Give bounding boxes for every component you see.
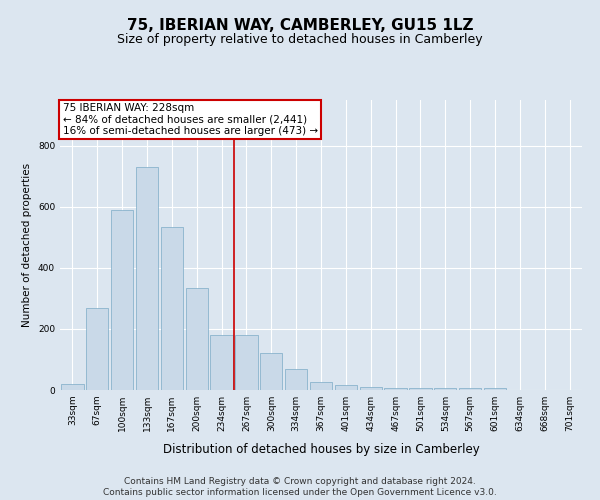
Bar: [459, 388, 481, 390]
Bar: [136, 167, 158, 390]
Text: Distribution of detached houses by size in Camberley: Distribution of detached houses by size …: [163, 442, 479, 456]
Bar: [434, 388, 457, 390]
Text: 75, IBERIAN WAY, CAMBERLEY, GU15 1LZ: 75, IBERIAN WAY, CAMBERLEY, GU15 1LZ: [127, 18, 473, 32]
Bar: [161, 226, 183, 390]
Bar: [211, 335, 233, 390]
Bar: [409, 388, 431, 390]
Text: Size of property relative to detached houses in Camberley: Size of property relative to detached ho…: [117, 32, 483, 46]
Bar: [61, 384, 83, 390]
Bar: [385, 388, 407, 390]
Bar: [484, 388, 506, 390]
Text: 75 IBERIAN WAY: 228sqm
← 84% of detached houses are smaller (2,441)
16% of semi-: 75 IBERIAN WAY: 228sqm ← 84% of detached…: [62, 103, 318, 136]
Bar: [111, 210, 133, 390]
Bar: [260, 354, 283, 390]
Bar: [235, 335, 257, 390]
Text: Contains HM Land Registry data © Crown copyright and database right 2024.
Contai: Contains HM Land Registry data © Crown c…: [103, 478, 497, 497]
Bar: [310, 382, 332, 390]
Bar: [335, 386, 357, 390]
Bar: [285, 368, 307, 390]
Y-axis label: Number of detached properties: Number of detached properties: [22, 163, 32, 327]
Bar: [86, 308, 109, 390]
Bar: [359, 387, 382, 390]
Bar: [185, 288, 208, 390]
